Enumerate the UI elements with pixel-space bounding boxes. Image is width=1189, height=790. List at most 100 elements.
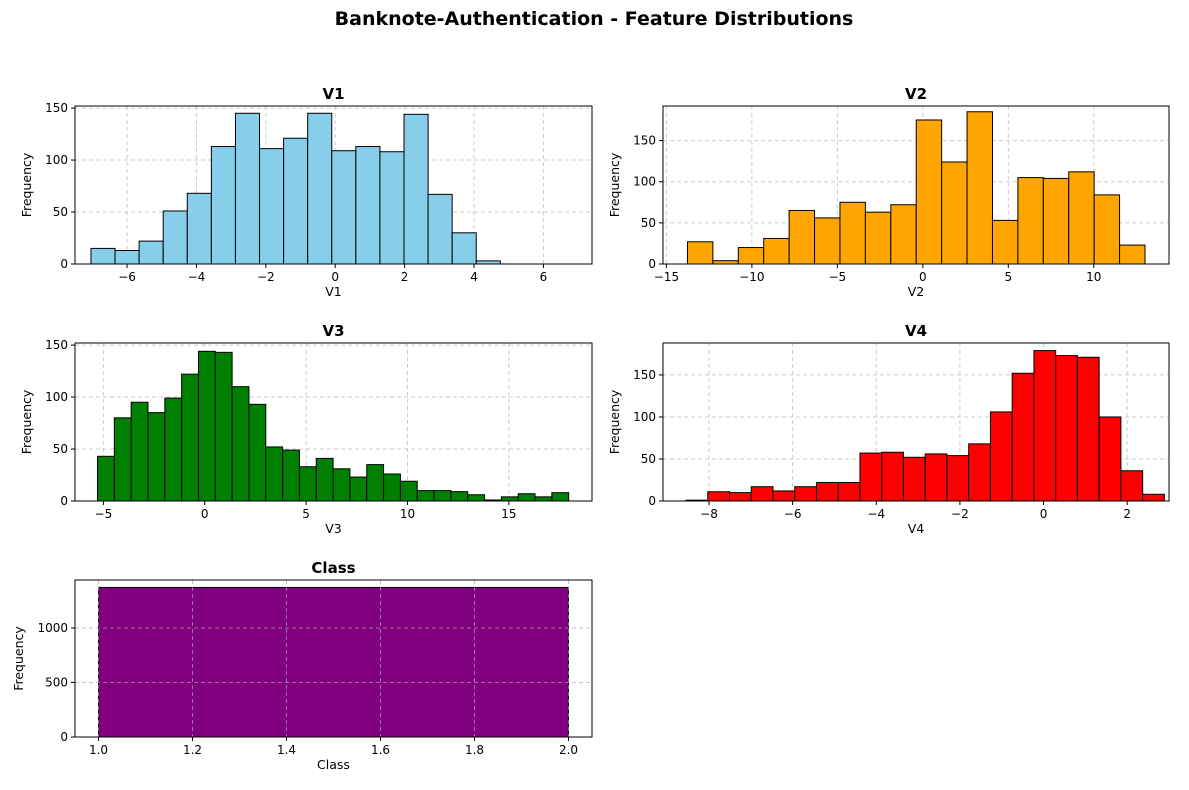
x-tick-label: 10: [1086, 270, 1101, 284]
x-tick-label: 4: [470, 270, 478, 284]
histogram-bar: [728, 492, 752, 502]
subplot-class: 1.0 1.2 1.4 1.6 1.8 2.0 0 500 1000 Class Class Freq…: [11, 559, 593, 772]
histogram-bar: [1093, 194, 1121, 265]
subplot-title: V4: [905, 322, 927, 340]
histogram-bar: [737, 247, 765, 265]
histogram-bar: [968, 443, 991, 502]
histogram-bar: [259, 148, 285, 265]
histogram-bar: [403, 113, 429, 265]
x-tick-label: 5: [302, 507, 310, 521]
histogram-bar: [162, 210, 188, 265]
histogram-bar: [98, 586, 569, 738]
histogram-bar: [282, 449, 300, 502]
histogram-bar: [1011, 372, 1035, 502]
histogram-bar: [298, 466, 317, 502]
x-tick-label: 1.2: [183, 743, 202, 757]
y-tick-label: 100: [45, 390, 68, 404]
x-axis-label: V4: [908, 521, 925, 536]
histogram-bar: [181, 373, 199, 502]
histogram-bar: [1098, 416, 1122, 502]
y-tick-label: 100: [633, 175, 656, 189]
x-tick-label: 0: [1040, 507, 1048, 521]
histogram-bar: [97, 455, 115, 502]
x-tick-label: 2: [1123, 507, 1131, 521]
y-tick-label: 1000: [37, 621, 68, 635]
histogram-bar: [1076, 356, 1100, 502]
x-tick-label: −2: [951, 507, 969, 521]
histogram-bar: [814, 217, 841, 265]
x-tick-label: 2.0: [559, 743, 578, 757]
y-tick-label: 50: [53, 205, 68, 219]
histogram-bar: [941, 161, 968, 265]
histogram-bar: [248, 403, 267, 502]
histogram-bar: [114, 249, 140, 265]
x-tick-label: −8: [700, 507, 718, 521]
histogram-bar: [331, 150, 357, 265]
x-tick-label: −5: [829, 270, 847, 284]
x-tick-label: 1.6: [371, 743, 390, 757]
histogram-bar: [214, 351, 233, 502]
histogram-bar: [138, 240, 164, 265]
histogram-bar: [90, 247, 116, 265]
histogram-bar: [772, 490, 796, 502]
y-tick-label: 500: [45, 675, 68, 689]
histogram-bar: [551, 492, 570, 502]
y-tick-label: 0: [60, 730, 68, 744]
x-tick-label: 15: [501, 507, 516, 521]
histogram-bar: [1120, 470, 1144, 502]
y-tick-label: 50: [53, 442, 68, 456]
x-tick-label: −6: [118, 270, 136, 284]
y-tick-label: 0: [648, 257, 656, 271]
histogram-bar: [197, 350, 216, 502]
histogram-bar: [915, 119, 943, 265]
y-tick-label: 50: [641, 452, 656, 466]
axes-frame: [662, 105, 1170, 265]
x-axis-label: V2: [908, 284, 925, 299]
histogram-bar: [147, 412, 166, 502]
x-tick-label: 1.0: [89, 743, 108, 757]
x-tick-label: −4: [188, 270, 206, 284]
y-axis-label: Frequency: [607, 389, 622, 454]
x-tick-label: −10: [739, 270, 764, 284]
histogram-bar: [788, 210, 816, 265]
y-tick-label: 100: [45, 153, 68, 167]
x-tick-label: 6: [540, 270, 548, 284]
histogram-bar: [383, 473, 401, 502]
histogram-bar: [349, 476, 368, 502]
histogram-bar: [794, 486, 817, 502]
y-axis-label: Frequency: [11, 626, 26, 691]
histogram-bar: [451, 232, 477, 265]
histogram-bar: [307, 112, 333, 265]
histogram-bar: [991, 219, 1019, 265]
histogram-bar: [924, 453, 948, 502]
histogram-bar: [283, 137, 309, 265]
histogram-bar: [839, 201, 866, 265]
y-tick-label: 0: [60, 494, 68, 508]
figure-title: Banknote-Authentication - Feature Distri…: [335, 8, 854, 30]
histogram-bar: [1119, 244, 1146, 265]
histogram-bar: [534, 496, 553, 502]
histogram-bar: [989, 411, 1013, 502]
y-axis-label: Frequency: [607, 152, 622, 217]
histogram-bar: [234, 112, 261, 265]
histogram-bar: [186, 192, 212, 265]
histogram-bar: [366, 464, 385, 502]
x-axis-label: V1: [325, 284, 342, 299]
y-tick-label: 0: [648, 494, 656, 508]
x-tick-label: −5: [95, 507, 113, 521]
histogram-bar: [1068, 171, 1095, 265]
histogram-bar: [399, 480, 418, 502]
axes-frame: [662, 342, 1170, 502]
histogram-bar: [231, 386, 250, 502]
histogram-bar: [467, 494, 486, 502]
histogram-bar: [750, 486, 774, 502]
x-tick-label: 10: [400, 507, 415, 521]
histogram-bar: [416, 490, 435, 502]
histogram-bar: [427, 193, 453, 265]
x-axis-label: V3: [325, 521, 342, 536]
histogram-bar: [881, 451, 904, 502]
x-tick-label: 0: [201, 507, 209, 521]
